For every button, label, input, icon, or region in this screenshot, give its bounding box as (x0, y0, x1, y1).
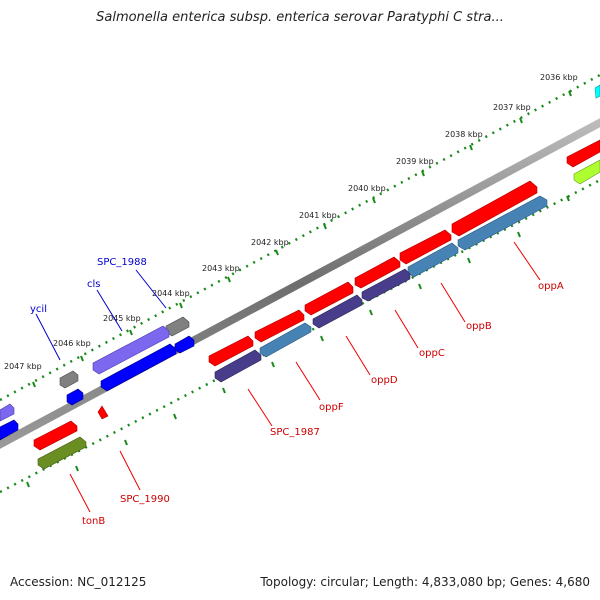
tick-label: 2036 kbp (540, 73, 578, 82)
gene-oppA-feature[interactable] (451, 180, 538, 237)
gene-cyan-block[interactable] (594, 84, 600, 99)
gene-ycil-arrow[interactable] (66, 388, 84, 406)
leader-lines-blue (35, 269, 167, 361)
tick-label: 2038 kbp (445, 130, 483, 139)
inner-major-ticks (26, 195, 570, 488)
gene-tonB-feature[interactable] (33, 420, 78, 451)
gene-top-right-feature[interactable] (566, 139, 600, 168)
gene-oppB-feature[interactable] (399, 229, 452, 265)
gene-SPC_1987-block[interactable] (214, 349, 262, 383)
gene-cls-feature[interactable] (92, 325, 170, 375)
gene-left-purple-edge[interactable] (0, 403, 15, 422)
inner-tick-track (0, 178, 600, 494)
label-SPC_1988: SPC_1988 (97, 257, 147, 268)
gene-oppD-feature[interactable] (304, 281, 354, 316)
gene-oppF-block[interactable] (259, 322, 312, 358)
gene-cls-arrow[interactable] (100, 343, 177, 392)
label-oppB: oppB (466, 321, 492, 332)
reverse-features[interactable] (37, 84, 600, 470)
tick-labels: 2036 kbp 2037 kbp 2038 kbp 2039 kbp 2040… (4, 73, 578, 371)
gene-lime-block[interactable] (573, 159, 600, 185)
outer-tick-track (0, 73, 600, 402)
tick-label: 2043 kbp (202, 264, 240, 273)
label-oppA: oppA (538, 281, 564, 292)
tick-label: 2045 kbp (103, 314, 141, 323)
gene-SPC_1988-feature[interactable] (165, 316, 190, 337)
label-oppD: oppD (371, 375, 398, 386)
gene-blue-small-a[interactable] (174, 335, 195, 354)
gene-SPC_1987-feature[interactable] (208, 335, 254, 367)
left-features[interactable] (0, 316, 195, 441)
genome-summary-text: Topology: circular; Length: 4,833,080 bp… (260, 575, 590, 589)
tick-label: 2039 kbp (396, 157, 434, 166)
label-SPC_1987: SPC_1987 (270, 427, 320, 438)
gene-oppC-feature[interactable] (354, 256, 401, 289)
tick-label: 2046 kbp (53, 339, 91, 348)
leader-lines-red (69, 241, 541, 513)
label-oppC: oppC (419, 348, 445, 359)
tick-label: 2042 kbp (251, 238, 289, 247)
label-SPC_1990: SPC_1990 (120, 494, 170, 505)
label-oppF: oppF (319, 402, 344, 413)
tick-label: 2044 kbp (152, 289, 190, 298)
tick-label: 2041 kbp (299, 211, 337, 220)
gene-small-red-feature[interactable] (97, 405, 109, 420)
tick-label: 2040 kbp (348, 184, 386, 193)
gene-SPC_1990-block[interactable] (37, 436, 87, 470)
backbone (0, 118, 600, 449)
map-title: Salmonella enterica subsp. enterica sero… (96, 10, 504, 25)
gene-oppD-block[interactable] (312, 294, 363, 329)
label-ycil: ycil (30, 304, 47, 315)
tick-label: 2037 kbp (493, 103, 531, 112)
gene-labels: oppA oppB oppC oppD oppF SPC_1987 SPC_19… (30, 257, 564, 527)
gene-ycil-feature[interactable] (59, 370, 79, 389)
gene-oppA-block[interactable] (457, 195, 548, 251)
gene-left-blue-edge[interactable] (0, 419, 19, 441)
accession-text: Accession: NC_012125 (10, 575, 147, 589)
gene-oppF-feature[interactable] (254, 309, 305, 343)
tick-label: 2047 kbp (4, 362, 42, 371)
label-cls: cls (87, 279, 101, 290)
outer-major-ticks (32, 90, 572, 388)
forward-features[interactable] (33, 139, 600, 451)
gene-oppC-block[interactable] (361, 268, 411, 302)
label-tonB: tonB (82, 516, 105, 527)
